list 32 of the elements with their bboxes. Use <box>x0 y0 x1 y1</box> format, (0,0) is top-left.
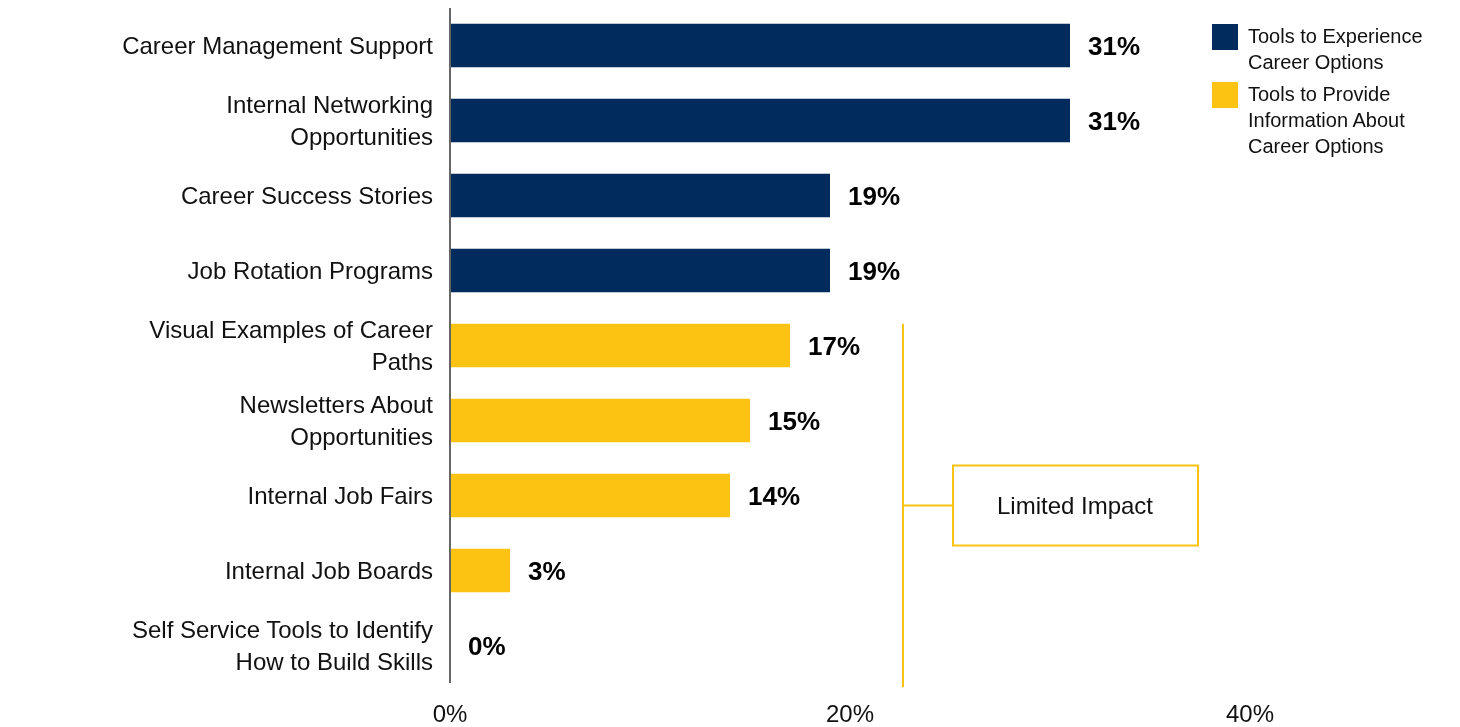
y-tick-label: Internal Job Fairs <box>247 481 433 509</box>
y-tick-label: Newsletters About Opportunities <box>239 390 434 450</box>
data-label: 3% <box>528 555 566 586</box>
bar <box>450 98 1070 143</box>
bar <box>450 23 1070 68</box>
y-tick-label: Job Rotation Programs <box>187 256 433 284</box>
y-tick-label: Career Success Stories <box>180 181 433 209</box>
data-label: 0% <box>468 630 506 661</box>
data-label: 19% <box>848 255 901 286</box>
bar <box>450 173 830 218</box>
y-tick-label: Self Service Tools to Identify How to Build Skills <box>131 615 433 675</box>
data-label: 14% <box>748 480 801 511</box>
legend-label: Tools to Experience Career Options <box>1248 25 1423 73</box>
y-tick-label: Career Management Support <box>122 31 434 59</box>
y-tick-label: Internal Job Boards <box>224 556 433 584</box>
bar <box>450 548 510 593</box>
data-label: 17% <box>808 330 861 361</box>
data-label: 15% <box>768 405 821 436</box>
x-tick-label: 20% <box>825 700 875 727</box>
data-label: 31% <box>1088 105 1141 136</box>
y-tick-label: Internal Networking Opportunities <box>226 90 433 150</box>
bar <box>450 398 750 443</box>
x-tick-label: 40% <box>1225 700 1275 727</box>
legend-label: Tools to Provide Information About Career Options <box>1248 83 1406 157</box>
bar <box>450 248 830 293</box>
data-label: 31% <box>1088 30 1141 61</box>
data-label: 19% <box>848 180 901 211</box>
y-tick-label: Visual Examples of Career Paths <box>149 315 434 375</box>
x-tick-label: 0% <box>432 700 468 727</box>
bar <box>450 323 790 368</box>
annotation: Limited Impact <box>996 491 1154 519</box>
bar <box>450 473 730 518</box>
